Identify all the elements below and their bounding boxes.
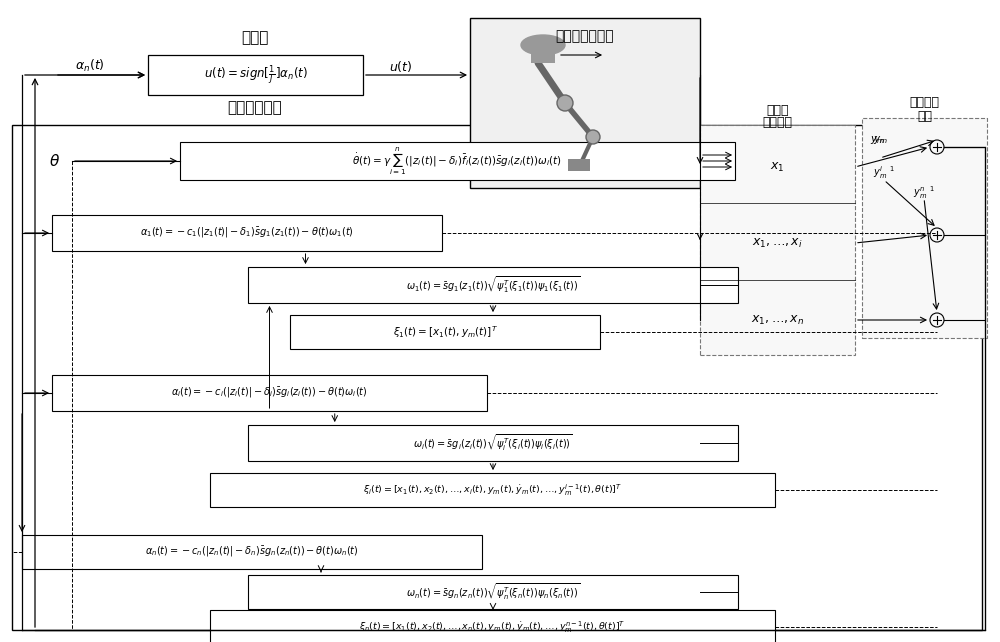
- Bar: [568, 159, 590, 171]
- Text: 控制器: 控制器: [241, 31, 269, 46]
- Text: $x_1,\ldots,x_i$: $x_1,\ldots,x_i$: [752, 236, 803, 250]
- Text: 信号: 信号: [917, 110, 932, 123]
- Bar: [290, 315, 600, 349]
- Text: $y_m^{n}\ ^1$: $y_m^{n}\ ^1$: [913, 185, 935, 202]
- Text: $y_m^{i}\ ^1$: $y_m^{i}\ ^1$: [873, 164, 895, 182]
- Text: $\omega_n(t)=\bar{s}g_n(z_n(t))\sqrt{\psi_n^T(\xi_n(t))\psi_n(\xi_n(t))}$: $\omega_n(t)=\bar{s}g_n(z_n(t))\sqrt{\ps…: [406, 582, 580, 602]
- Bar: [180, 142, 735, 180]
- Text: $x_1,\ldots,x_n$: $x_1,\ldots,x_n$: [751, 313, 804, 327]
- Bar: [210, 473, 775, 507]
- Text: $\dot{\theta}(t)=\gamma\sum_{i=1}^{n}(|z_i(t)|-\delta_i)\bar{f}_i(z_i(t))\bar{s}: $\dot{\theta}(t)=\gamma\sum_{i=1}^{n}(|z…: [352, 145, 563, 177]
- Bar: [862, 118, 987, 338]
- Circle shape: [586, 130, 600, 144]
- Bar: [12, 125, 982, 630]
- Text: $\alpha_n(t)=-c_n(|z_n(t)|-\delta_n)\bar{s}g_n(z_n(t))-\theta(t)\omega_n(t)$: $\alpha_n(t)=-c_n(|z_n(t)|-\delta_n)\bar…: [145, 545, 359, 559]
- Bar: [531, 45, 555, 63]
- Text: 柔性机械蟆系统: 柔性机械蟆系统: [556, 29, 614, 43]
- Text: $x_1$: $x_1$: [770, 160, 785, 173]
- Bar: [148, 55, 363, 95]
- Ellipse shape: [521, 35, 565, 55]
- Text: 参数更新模块: 参数更新模块: [228, 101, 282, 116]
- Text: $\xi_i(t)=[x_1(t),x_2(t),\ldots,x_i(t),y_m(t),\dot{y}_m(t),\ldots,y_m^{i-1}(t),\: $\xi_i(t)=[x_1(t),x_2(t),\ldots,x_i(t),y…: [363, 482, 622, 498]
- Bar: [248, 575, 738, 609]
- Text: $\alpha_i(t)=-c_i(|z_i(t)|-\delta_i)\bar{s}g_i(z_i(t))-\theta(t)\omega_i(t)$: $\alpha_i(t)=-c_i(|z_i(t)|-\delta_i)\bar…: [171, 386, 368, 400]
- Text: 测量结果: 测量结果: [763, 116, 792, 130]
- Text: $\alpha_1(t)=-c_1(|z_1(t)|-\delta_1)\bar{s}g_1(z_1(t))-\theta(t)\omega_1(t)$: $\alpha_1(t)=-c_1(|z_1(t)|-\delta_1)\bar…: [140, 226, 354, 240]
- Text: $\omega_1(t)=\bar{s}g_1(z_1(t))\sqrt{\psi_1^T(\xi_1(t))\psi_1(\xi_1(t))}$: $\omega_1(t)=\bar{s}g_1(z_1(t))\sqrt{\ps…: [406, 275, 580, 295]
- Bar: [22, 535, 482, 569]
- Bar: [700, 125, 855, 355]
- Bar: [210, 610, 775, 642]
- Text: $y_m$: $y_m$: [873, 134, 887, 146]
- Text: 期望轨迹: 期望轨迹: [910, 96, 940, 110]
- Circle shape: [557, 95, 573, 111]
- Text: $\omega_i(t)=\bar{s}g_i(z_i(t))\sqrt{\psi_i^T(\xi_i(t))\psi_i(\xi_i(t))}$: $\omega_i(t)=\bar{s}g_i(z_i(t))\sqrt{\ps…: [413, 433, 573, 453]
- Bar: [52, 375, 487, 411]
- Text: $\alpha_n(t)$: $\alpha_n(t)$: [75, 58, 105, 74]
- Bar: [470, 18, 700, 188]
- Text: $u(t)$: $u(t)$: [389, 58, 413, 73]
- Bar: [248, 267, 738, 303]
- Bar: [248, 425, 738, 461]
- Text: 传感器: 传感器: [766, 103, 789, 116]
- Text: $\theta$: $\theta$: [49, 153, 61, 169]
- Text: $y_m$: $y_m$: [870, 134, 884, 146]
- Text: $u(t)=sign[\frac{1}{J}]\alpha_n(t)$: $u(t)=sign[\frac{1}{J}]\alpha_n(t)$: [204, 63, 307, 87]
- Text: $\xi_n(t)=[x_1(t),x_2(t),\ldots,x_n(t),y_m(t),\dot{y}_m(t),\ldots,y_m^{n-1}(t),\: $\xi_n(t)=[x_1(t),x_2(t),\ldots,x_n(t),y…: [359, 620, 626, 634]
- Text: $\xi_1(t)=[x_1(t),y_m(t)]^T$: $\xi_1(t)=[x_1(t),y_m(t)]^T$: [393, 324, 497, 340]
- Bar: [52, 215, 442, 251]
